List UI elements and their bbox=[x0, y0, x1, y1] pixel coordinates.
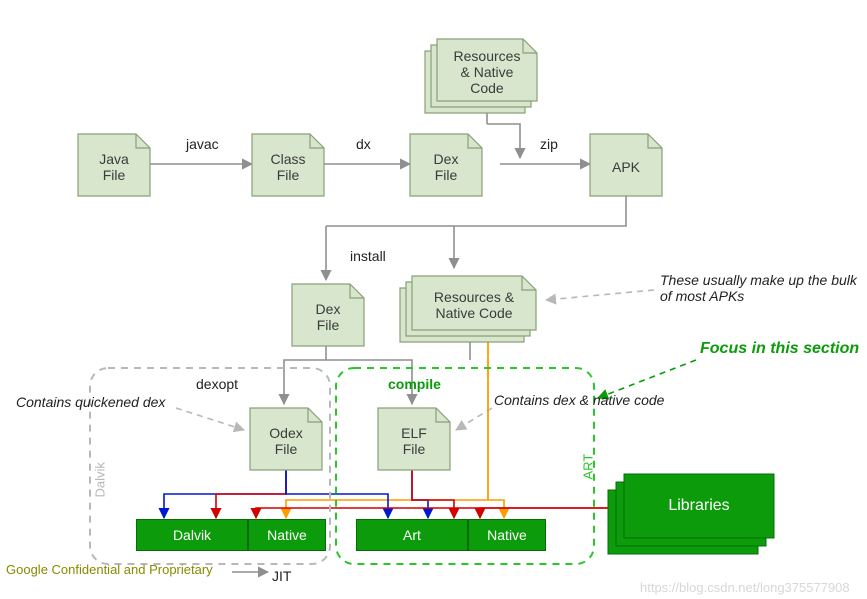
libraries-box: Libraries bbox=[624, 474, 774, 538]
edge-label-dexopt: dexopt bbox=[196, 376, 238, 392]
file-elf: ELF File bbox=[378, 408, 450, 470]
edge-label-javac: javac bbox=[186, 136, 219, 152]
file-odex: Odex File bbox=[250, 408, 322, 470]
annotation-focus: Focus in this section bbox=[700, 340, 867, 358]
file-class: Class File bbox=[252, 134, 324, 196]
file-dex2: Dex File bbox=[292, 284, 364, 346]
file-dex-label: Dex File bbox=[410, 134, 482, 196]
runtime-art: Art bbox=[356, 519, 468, 551]
runtime-native2: Native bbox=[468, 519, 546, 551]
file-apk: APK bbox=[590, 134, 662, 196]
file-resTop-label: Resources & Native Code bbox=[437, 39, 537, 101]
file-apk-label: APK bbox=[590, 134, 662, 196]
edge-label-install: install bbox=[350, 248, 386, 264]
edge-label-compile: compile bbox=[388, 376, 441, 392]
runtime-native1: Native bbox=[248, 519, 326, 551]
file-java-label: Java File bbox=[78, 134, 150, 196]
file-resMid-label: Resources & Native Code bbox=[412, 276, 536, 330]
runtime-dalvik: Dalvik bbox=[136, 519, 248, 551]
file-dex2-label: Dex File bbox=[292, 284, 364, 346]
edge-label-dx: dx bbox=[356, 136, 371, 152]
edge-label-zip: zip bbox=[540, 136, 558, 152]
file-dex: Dex File bbox=[410, 134, 482, 196]
annotation-bulk: These usually make up the bulk of most A… bbox=[660, 272, 860, 304]
file-class-label: Class File bbox=[252, 134, 324, 196]
annotation-quick: Contains quickened dex bbox=[16, 394, 206, 410]
edge-label-jit: JIT bbox=[272, 568, 291, 584]
file-resMid: Resources & Native Code bbox=[412, 276, 536, 330]
file-elf-label: ELF File bbox=[378, 408, 450, 470]
watermark-csdn: https://blog.csdn.net/long375577908 bbox=[640, 580, 850, 595]
annotation-dexnat: Contains dex & native code bbox=[494, 392, 704, 408]
file-odex-label: Odex File bbox=[250, 408, 322, 470]
watermark-gconf: Google Confidential and Proprietary bbox=[6, 562, 213, 577]
art-region-label: ART bbox=[581, 440, 596, 480]
file-resTop: Resources & Native Code bbox=[437, 39, 537, 101]
file-java: Java File bbox=[78, 134, 150, 196]
dalvik-region-label: Dalvik bbox=[93, 458, 108, 498]
